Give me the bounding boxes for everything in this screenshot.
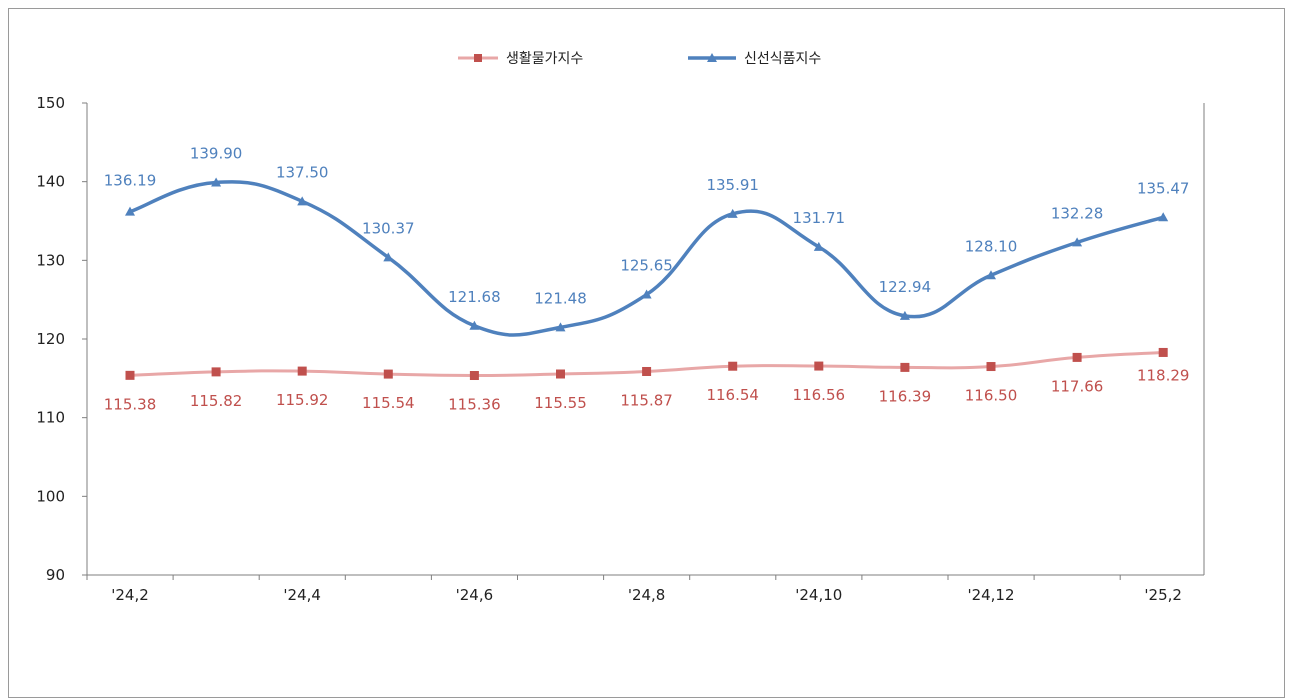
data-point: [986, 362, 996, 372]
data-label: 115.87: [620, 391, 673, 409]
data-label: 128.10: [965, 237, 1018, 255]
data-label: 139.90: [190, 144, 243, 162]
legend-item: 생활물가지수: [458, 51, 583, 67]
series-layer: 115.38 115.82 115.92 115.54 115.36 115.55 115.…: [104, 144, 1190, 413]
data-point: [1072, 237, 1083, 247]
y-tick-label: 120: [36, 330, 65, 348]
legend-marker: [707, 53, 717, 62]
data-point: [986, 270, 996, 280]
y-tick-label: 110: [36, 409, 65, 427]
x-tick-label: '24,2: [111, 586, 149, 604]
data-point: [900, 362, 910, 372]
data-label: 115.54: [362, 394, 415, 412]
legend-item: 신선식품지수: [688, 51, 821, 67]
data-label: 116.50: [965, 387, 1018, 405]
data-label: 132.28: [1051, 204, 1104, 222]
data-point: [211, 177, 222, 187]
data-point: [813, 241, 824, 251]
data-point: [125, 370, 135, 380]
series-1: 115.38 115.82 115.92 115.54 115.36 115.55 115.…: [104, 347, 1190, 414]
data-label: 116.56: [793, 386, 846, 404]
data-label: 130.37: [362, 219, 415, 237]
series-2: 136.19 139.90 137.50 130.37 121.68 121.48 125.…: [104, 144, 1190, 337]
legend: 생활물가지수 신선식품지수: [458, 51, 821, 67]
data-point: [469, 320, 480, 330]
y-tick-label: 140: [36, 173, 65, 191]
x-tick-label: '24,8: [628, 586, 666, 604]
data-label: 118.29: [1137, 366, 1190, 384]
x-tick-label: '24,10: [795, 586, 842, 604]
data-point: [383, 252, 394, 262]
y-tick-label: 130: [36, 251, 65, 269]
y-tick-label: 100: [36, 487, 65, 505]
x-tick-label: '24,12: [967, 586, 1014, 604]
legend-label: 생활물가지수: [506, 51, 583, 67]
data-label: 136.19: [104, 172, 157, 190]
data-label: 115.38: [104, 395, 157, 413]
data-label: 115.36: [448, 396, 501, 414]
data-point: [555, 322, 566, 332]
data-point: [125, 206, 135, 216]
data-point: [556, 369, 565, 379]
x-tick-label: '24,6: [456, 586, 494, 604]
x-tick-label: '25,2: [1144, 586, 1182, 604]
data-point: [814, 361, 824, 371]
data-label: 137.50: [276, 163, 329, 181]
data-point: [297, 366, 307, 376]
data-point: [641, 289, 652, 299]
y-tick-label: 90: [46, 566, 65, 584]
data-point: [1158, 212, 1169, 222]
data-label: 122.94: [879, 278, 932, 296]
data-label: 131.71: [793, 209, 846, 227]
data-label: 115.92: [276, 391, 329, 409]
y-tick-label: 150: [36, 94, 65, 112]
data-label: 121.48: [534, 289, 587, 307]
data-point: [211, 367, 221, 377]
axes: 90 100 110 120 130 140 150 '24,2 '24,4 '24,6 '24,8…: [36, 94, 1205, 604]
data-label: 121.68: [448, 288, 501, 306]
data-point: [1072, 352, 1082, 362]
x-tick-label: '24,4: [283, 586, 321, 604]
data-label: 116.54: [706, 386, 759, 404]
data-label: 135.47: [1137, 179, 1190, 197]
data-point: [899, 310, 910, 320]
legend-label: 신선식품지수: [744, 51, 821, 67]
data-label: 117.66: [1051, 377, 1104, 395]
data-point: [728, 361, 738, 371]
data-point: [469, 371, 479, 381]
data-label: 116.39: [879, 387, 932, 405]
data-label: 135.91: [706, 176, 759, 194]
data-point: [727, 208, 738, 218]
legend-marker: [474, 54, 482, 62]
data-point: [1158, 347, 1168, 357]
data-point: [297, 196, 308, 206]
data-label: 115.82: [190, 392, 243, 410]
data-point: [383, 369, 393, 379]
data-point: [642, 366, 652, 376]
data-label: 115.55: [534, 394, 587, 412]
data-label: 125.65: [620, 257, 673, 275]
